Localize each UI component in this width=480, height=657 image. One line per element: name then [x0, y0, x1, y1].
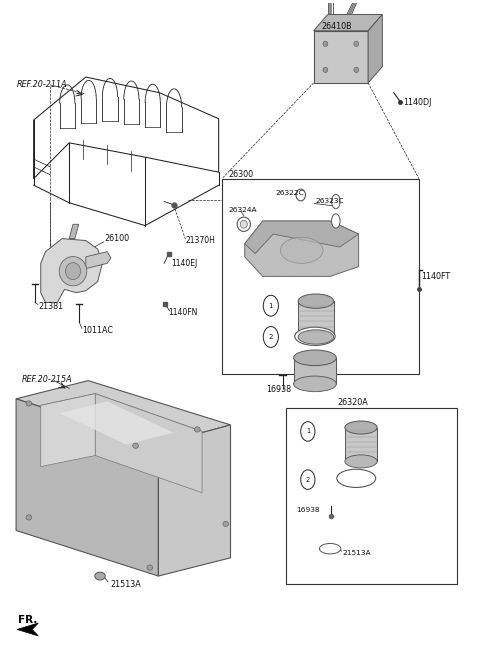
- Polygon shape: [16, 380, 230, 444]
- Polygon shape: [41, 394, 96, 466]
- Text: 1140EJ: 1140EJ: [171, 259, 197, 268]
- Ellipse shape: [237, 217, 251, 231]
- Ellipse shape: [65, 263, 81, 280]
- Ellipse shape: [298, 330, 334, 344]
- Ellipse shape: [320, 543, 341, 554]
- Text: 1: 1: [306, 428, 310, 434]
- Text: 1011AC: 1011AC: [83, 326, 113, 335]
- Ellipse shape: [280, 237, 323, 263]
- Bar: [287, 408, 457, 584]
- Text: REF.20-215A: REF.20-215A: [22, 374, 72, 384]
- Bar: [294, 358, 336, 384]
- Ellipse shape: [298, 294, 334, 308]
- Polygon shape: [368, 14, 383, 83]
- Text: 26320A: 26320A: [337, 397, 368, 407]
- Text: 21513A: 21513A: [342, 551, 371, 556]
- Text: 26323C: 26323C: [315, 198, 344, 204]
- Text: 26322C: 26322C: [275, 190, 304, 196]
- Polygon shape: [245, 221, 359, 254]
- Ellipse shape: [354, 67, 359, 72]
- Bar: [345, 428, 377, 461]
- Polygon shape: [17, 623, 38, 636]
- Polygon shape: [313, 14, 383, 31]
- Text: 21370H: 21370H: [186, 236, 216, 245]
- Text: 1140DJ: 1140DJ: [403, 98, 431, 107]
- Circle shape: [301, 422, 315, 442]
- Bar: [313, 31, 368, 83]
- Text: 26300: 26300: [228, 170, 253, 179]
- Bar: [298, 301, 334, 337]
- Polygon shape: [245, 221, 359, 277]
- Ellipse shape: [294, 350, 336, 366]
- Circle shape: [263, 295, 278, 316]
- Polygon shape: [96, 394, 202, 493]
- Ellipse shape: [296, 189, 305, 201]
- Text: 2: 2: [306, 476, 310, 483]
- Polygon shape: [16, 399, 158, 576]
- Ellipse shape: [223, 521, 228, 526]
- Ellipse shape: [95, 572, 105, 580]
- Text: 1140FN: 1140FN: [168, 307, 197, 317]
- Ellipse shape: [194, 427, 200, 432]
- Ellipse shape: [345, 421, 377, 434]
- Ellipse shape: [240, 220, 247, 228]
- Text: 2: 2: [269, 334, 273, 340]
- Ellipse shape: [133, 443, 138, 448]
- Text: 26324A: 26324A: [228, 207, 257, 213]
- Ellipse shape: [294, 376, 336, 392]
- Circle shape: [301, 470, 315, 489]
- Ellipse shape: [26, 401, 32, 406]
- Text: 16938: 16938: [296, 507, 320, 512]
- Text: REF.20-211A: REF.20-211A: [17, 79, 68, 89]
- Ellipse shape: [332, 214, 340, 228]
- Ellipse shape: [354, 41, 359, 47]
- Ellipse shape: [26, 515, 32, 520]
- Ellipse shape: [59, 256, 87, 286]
- Ellipse shape: [323, 67, 328, 72]
- Polygon shape: [86, 252, 111, 269]
- Ellipse shape: [337, 469, 376, 487]
- Text: 1140FT: 1140FT: [421, 272, 450, 281]
- Polygon shape: [158, 425, 230, 576]
- Ellipse shape: [323, 41, 328, 47]
- Text: 1: 1: [269, 303, 273, 309]
- Ellipse shape: [332, 194, 340, 209]
- Polygon shape: [69, 224, 79, 238]
- Polygon shape: [41, 238, 102, 302]
- Text: 16938: 16938: [266, 384, 291, 394]
- Text: 26100: 26100: [105, 234, 130, 243]
- Text: 21381: 21381: [38, 302, 63, 311]
- Ellipse shape: [147, 565, 153, 570]
- Bar: [222, 179, 419, 374]
- Circle shape: [263, 327, 278, 348]
- Text: FR.: FR.: [18, 616, 37, 625]
- Text: 26410B: 26410B: [322, 22, 352, 32]
- Ellipse shape: [345, 455, 377, 468]
- Polygon shape: [41, 394, 202, 444]
- Polygon shape: [60, 401, 174, 444]
- Ellipse shape: [295, 327, 335, 346]
- Text: 21513A: 21513A: [110, 580, 141, 589]
